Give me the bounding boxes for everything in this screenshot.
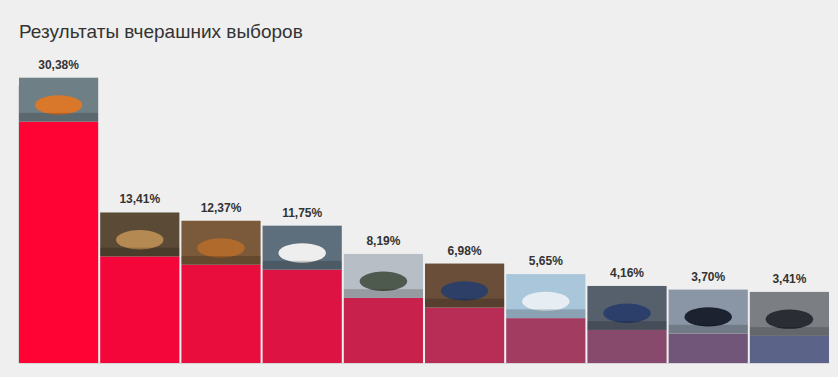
bar xyxy=(344,298,423,363)
photo-ground xyxy=(19,113,98,122)
photo xyxy=(750,292,829,336)
photo-ground xyxy=(100,248,179,257)
data-label: 12,37% xyxy=(201,201,242,215)
bar xyxy=(263,270,342,363)
photo xyxy=(506,274,585,318)
photo-car xyxy=(441,281,489,300)
data-label: 13,41% xyxy=(119,192,160,206)
photo-bg xyxy=(19,78,98,122)
photo-car xyxy=(116,230,164,249)
bar xyxy=(506,318,585,363)
data-labels: 30,38% 13,41% 12,37% 11,75% 8,19% 6,98% 5,65% 4… xyxy=(38,58,807,286)
data-label: 30,38% xyxy=(38,58,79,72)
photo-car xyxy=(197,238,245,257)
photo-bg xyxy=(587,286,666,330)
photo-ground xyxy=(506,309,585,318)
photo-ground xyxy=(181,256,260,265)
data-label: 6,98% xyxy=(448,244,482,258)
photo xyxy=(587,286,666,330)
photos xyxy=(19,78,829,336)
photo-bg xyxy=(344,254,423,298)
data-label: 8,19% xyxy=(366,234,400,248)
photo-ground xyxy=(587,321,666,330)
photo-car xyxy=(278,243,326,262)
photo-bg xyxy=(506,274,585,318)
photo-car xyxy=(684,307,732,326)
x-axis-line xyxy=(20,363,830,364)
background xyxy=(0,0,838,377)
data-label: 11,75% xyxy=(282,206,322,220)
photo-ground xyxy=(263,261,342,270)
bars xyxy=(19,122,829,363)
y-axis-line xyxy=(18,86,19,364)
photo-bg xyxy=(263,226,342,270)
bar xyxy=(425,308,504,363)
photo-bg xyxy=(100,212,179,256)
bar xyxy=(669,334,748,363)
photo xyxy=(100,212,179,256)
y-axis xyxy=(18,86,19,364)
photo-car xyxy=(603,304,651,323)
photo-ground xyxy=(669,325,748,334)
bar xyxy=(181,265,260,363)
photo-car xyxy=(766,310,814,329)
photo-bg xyxy=(425,264,504,308)
photo xyxy=(19,78,98,122)
photo-car xyxy=(35,95,83,114)
chart: Результаты вчерашних выборов 30,38% 13,41%… xyxy=(0,0,838,377)
bar xyxy=(19,122,98,363)
photo xyxy=(344,254,423,298)
data-label: 5,65% xyxy=(529,254,563,268)
photo xyxy=(263,226,342,270)
photo xyxy=(181,221,260,265)
photo-ground xyxy=(344,289,423,298)
bar xyxy=(100,256,179,363)
photo-ground xyxy=(425,299,504,308)
photo-car xyxy=(360,272,408,291)
photo-bg xyxy=(750,292,829,336)
photo-car xyxy=(522,292,570,311)
bar xyxy=(750,336,829,363)
data-label: 3,70% xyxy=(691,270,725,284)
photo-bg xyxy=(669,290,748,334)
data-label: 4,16% xyxy=(610,266,644,280)
data-label: 3,41% xyxy=(772,272,806,286)
bar xyxy=(587,330,666,363)
title: Результаты вчерашних выборов xyxy=(19,21,303,42)
photo-bg xyxy=(181,221,260,265)
x-axis xyxy=(20,363,830,364)
photo xyxy=(669,290,748,334)
photo xyxy=(425,264,504,308)
photo-ground xyxy=(750,327,829,336)
